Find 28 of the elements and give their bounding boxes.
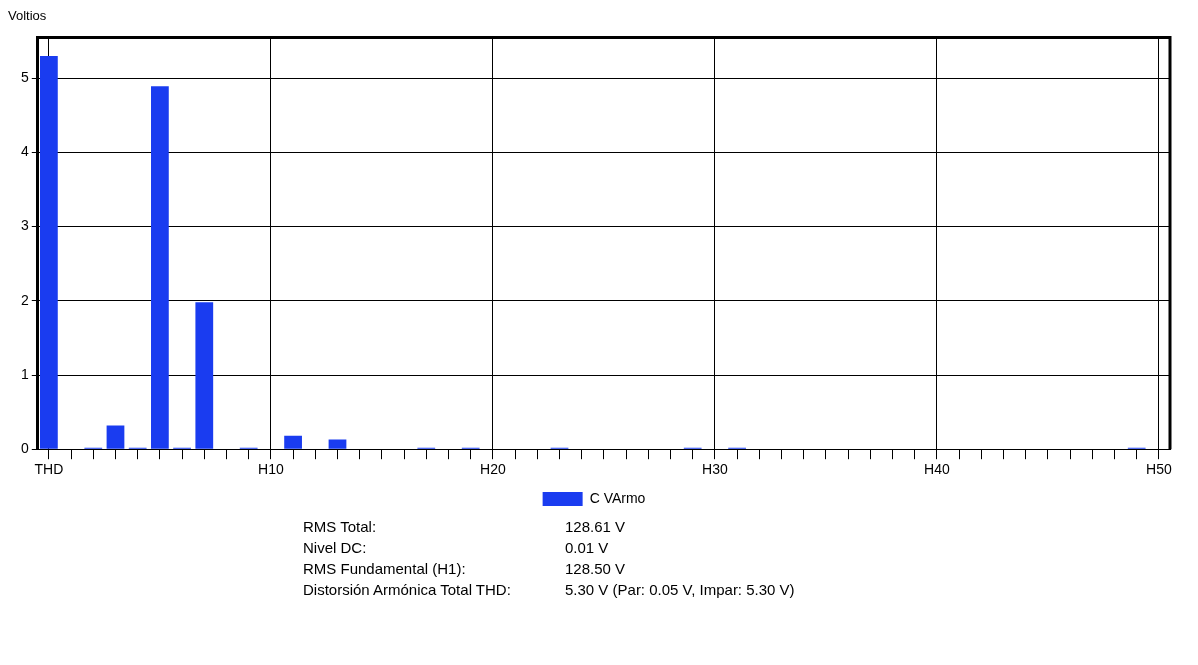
y-tick-label: 2: [20, 291, 29, 308]
legend-label: C VArmo: [589, 489, 646, 506]
text: 128.50 V: [565, 559, 627, 579]
text: 5.30 V (Par: 0.05 V, Impar: 5.30 V): [565, 580, 796, 600]
bar: [328, 439, 347, 449]
x-tick-label: THD: [34, 461, 64, 478]
y-tick-label: 5: [20, 69, 29, 86]
x-tick-label: H30: [702, 461, 728, 478]
y-tick-label: 0: [20, 440, 29, 457]
text: RMS Fundamental (H1):: [303, 559, 467, 579]
x-tick-label: H20: [480, 461, 506, 478]
x-tick-label: H50: [1146, 461, 1172, 478]
text: Distorsión Armónica Total THD:: [303, 580, 512, 600]
text: 0.01 V: [565, 538, 610, 558]
text: 128.61 V: [565, 517, 627, 537]
y-axis-title: Voltios: [8, 8, 48, 25]
bar: [106, 425, 125, 449]
bar: [151, 86, 169, 449]
x-tick-label: H10: [258, 461, 284, 478]
text: Nivel DC:: [303, 538, 368, 558]
bar: [40, 55, 58, 449]
y-tick-label: 4: [20, 143, 29, 160]
text: RMS Total:: [303, 517, 378, 537]
bar: [284, 435, 302, 449]
y-tick-label: 1: [20, 365, 29, 382]
x-tick-label: H40: [924, 461, 950, 478]
y-tick-label: 3: [20, 217, 29, 234]
bar: [195, 302, 214, 449]
